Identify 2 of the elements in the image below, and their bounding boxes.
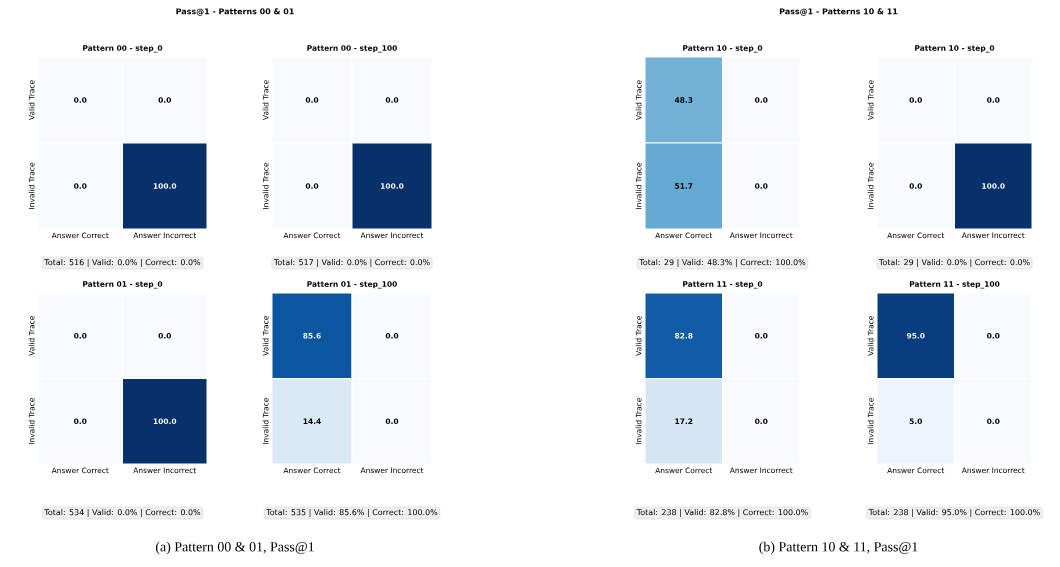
text: (b) Pattern 10 & 11, Pass@1 [759,541,918,555]
text: (a) Pattern 00 & 01, Pass@1 [155,541,314,555]
